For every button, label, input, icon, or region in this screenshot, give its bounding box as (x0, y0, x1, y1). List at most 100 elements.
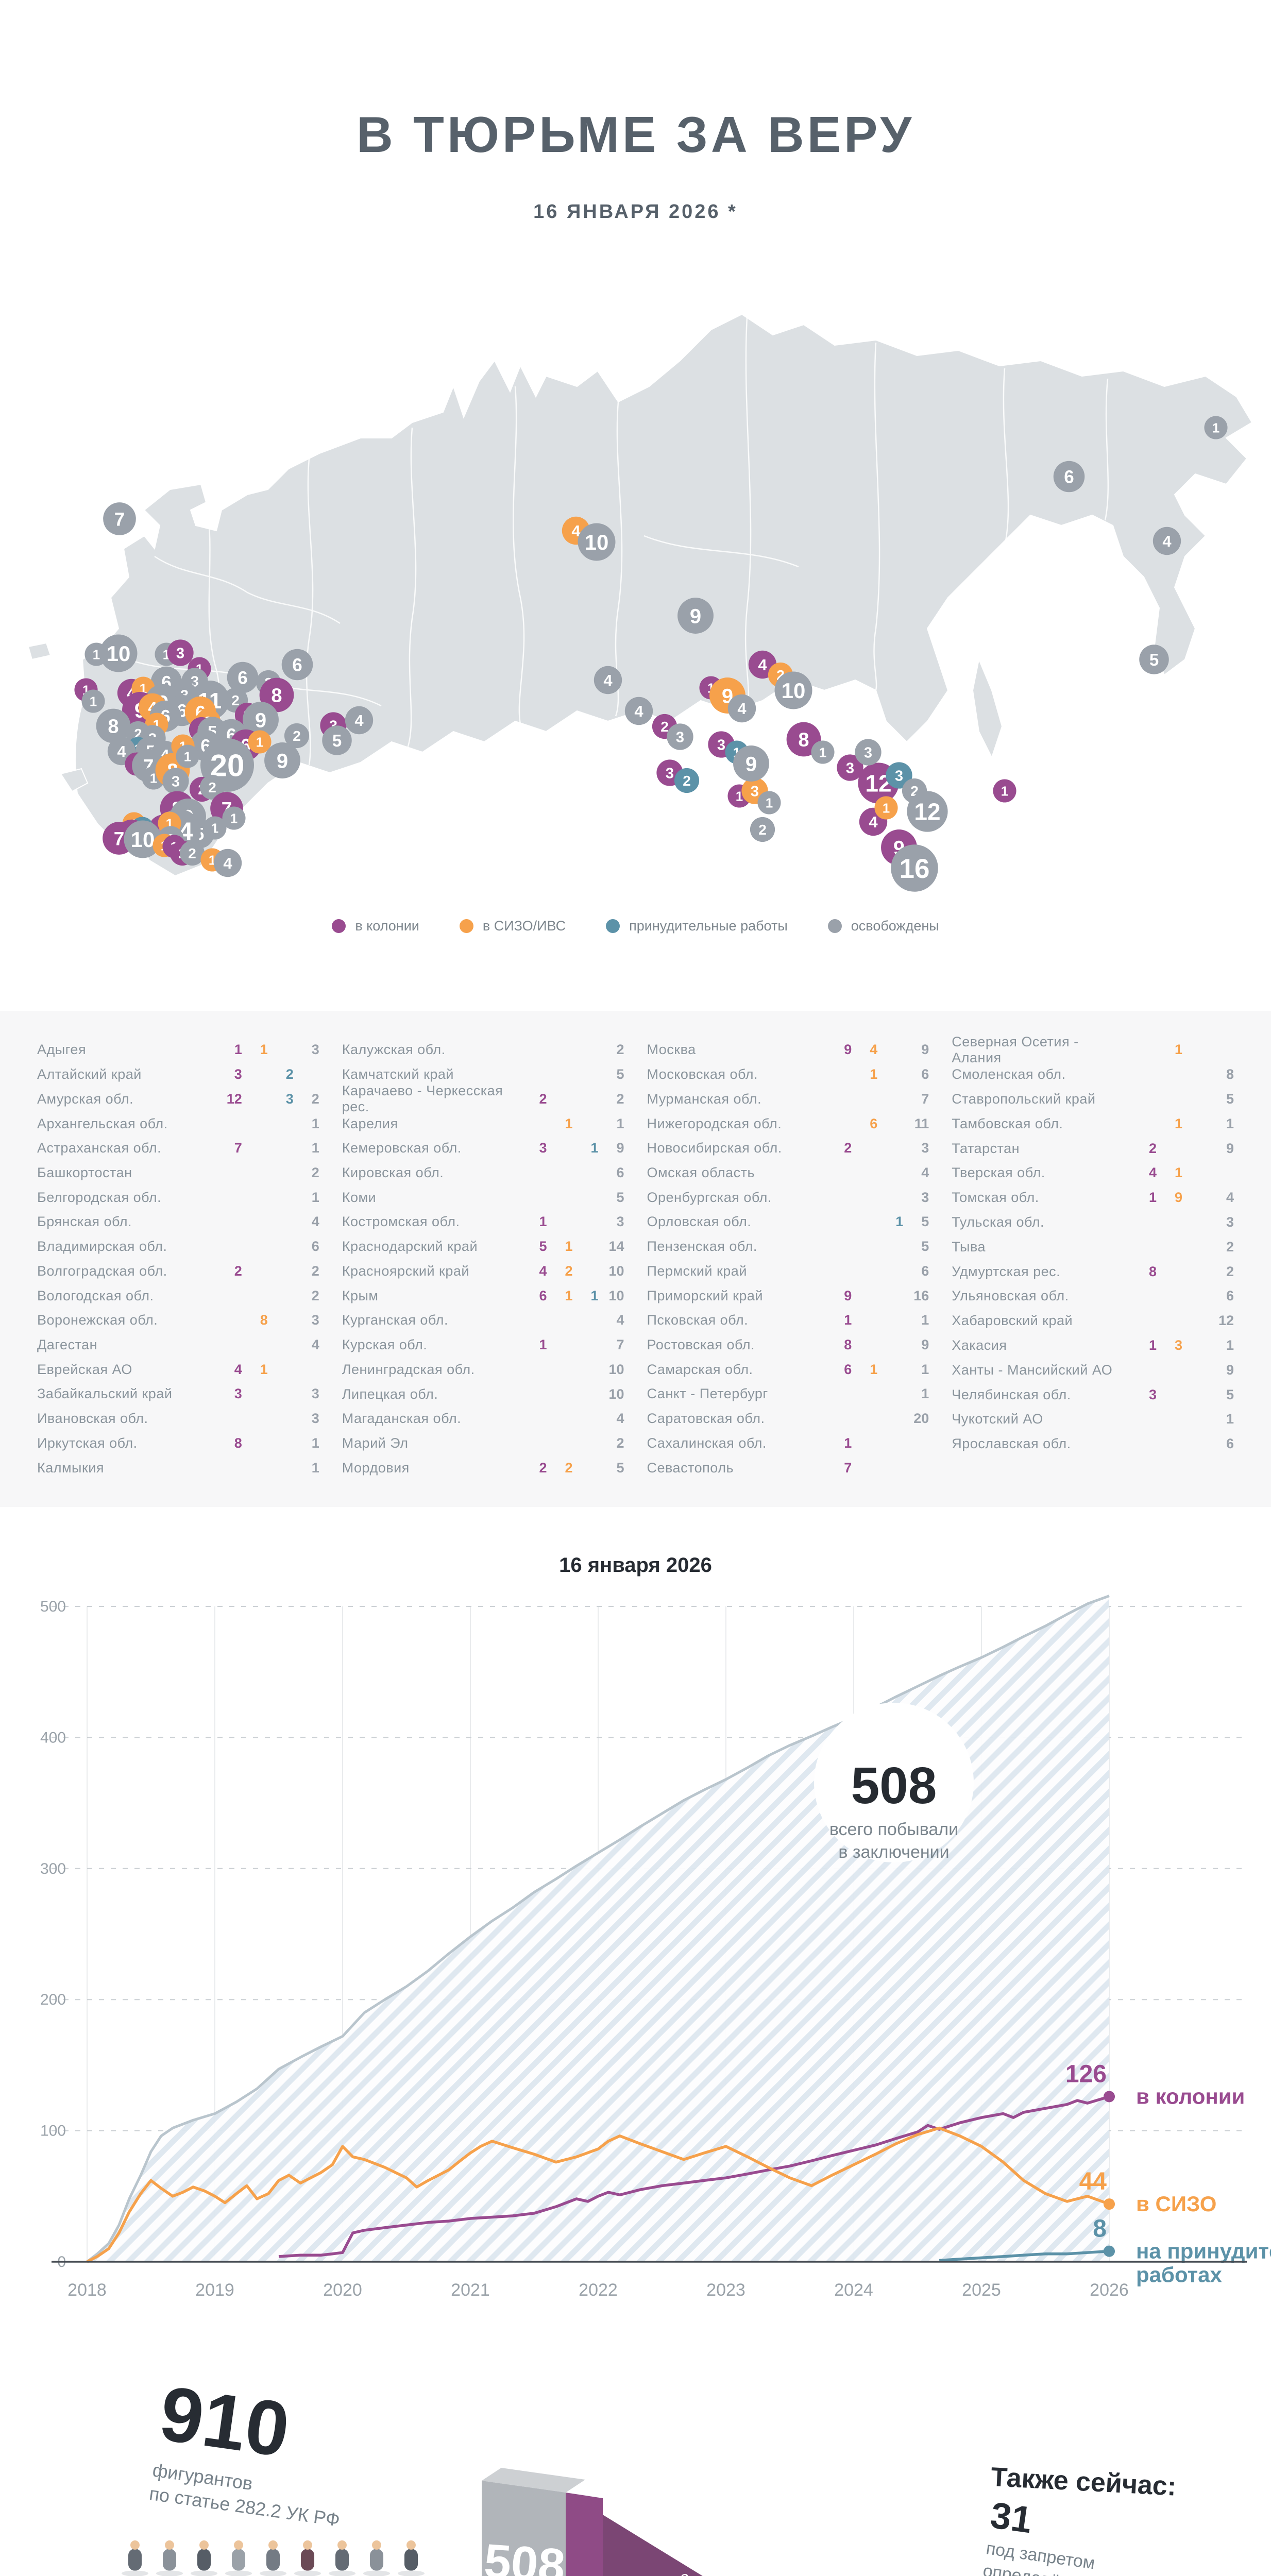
region-name: Адыгея (37, 1042, 87, 1058)
region-count-o: 1 (311, 1435, 319, 1451)
region-count-o: 5 (616, 1189, 624, 1205)
map-marker: 4 (213, 849, 242, 877)
region-name: Саратовская обл. (647, 1411, 765, 1427)
legend-label: принудительные работы (629, 918, 788, 934)
region-row: Еврейская АО 4 1 (37, 1357, 319, 1382)
svg-text:10: 10 (585, 530, 609, 554)
region-count-o: 6 (921, 1066, 929, 1082)
map-marker: 1 (248, 730, 272, 754)
region-count-k: 8 (1148, 1263, 1157, 1279)
region-count-o: 6 (1226, 1288, 1234, 1304)
region-count-k: 1 (844, 1435, 852, 1451)
map-marker: 4 (1153, 527, 1181, 555)
region-count-s: 1 (565, 1239, 573, 1255)
region-name: Хабаровский край (952, 1313, 1073, 1329)
legend-item-o: освобождены (827, 918, 939, 934)
region-count-s: 1 (870, 1361, 878, 1377)
region-row: Кемеровская обл. 3 1 9 (342, 1136, 624, 1161)
region-name: Ханты - Мансийский АО (952, 1362, 1113, 1378)
region-count-o: 2 (616, 1042, 624, 1058)
region-name: Хакасия (952, 1337, 1007, 1353)
svg-text:1: 1 (736, 788, 743, 804)
map-marker: 5 (1139, 645, 1169, 674)
person-figure (363, 2540, 391, 2576)
svg-text:10: 10 (107, 641, 131, 666)
svg-text:2019: 2019 (195, 2280, 234, 2300)
region-name: Камчатский край (342, 1066, 454, 1082)
svg-text:4: 4 (354, 711, 364, 730)
svg-text:2: 2 (683, 773, 691, 789)
region-row: Севастополь 7 (647, 1455, 929, 1480)
region-count-o: 4 (1226, 1190, 1234, 1206)
region-count-o: 6 (1226, 1436, 1234, 1452)
legend-label: освобождены (851, 918, 939, 934)
region-row: Владимирская обл. 6 (37, 1234, 319, 1259)
region-count-k: 1 (844, 1312, 852, 1328)
legend-label: в колонии (355, 918, 419, 934)
region-name: Тыва (952, 1239, 986, 1255)
svg-text:9: 9 (690, 605, 701, 628)
region-count-k: 2 (234, 1263, 242, 1279)
map-marker: 6 (227, 662, 259, 693)
map-marker: 2 (750, 817, 775, 842)
region-row: Калужская обл. 2 (342, 1038, 624, 1062)
region-count-o: 2 (311, 1091, 319, 1107)
region-name: Московская обл. (647, 1066, 758, 1082)
region-row: Тульская обл. 3 (952, 1210, 1234, 1235)
region-row: Приморский край 9 16 (647, 1283, 929, 1308)
region-name: Нижегородская обл. (647, 1115, 782, 1131)
region-count-o: 7 (616, 1337, 624, 1353)
map-marker: 1 (874, 796, 898, 820)
region-count-k: 2 (539, 1091, 547, 1107)
svg-text:1: 1 (819, 744, 826, 760)
svg-text:2: 2 (188, 845, 196, 861)
person-figure (294, 2540, 321, 2576)
region-row: Ханты - Мансийский АО 9 (952, 1358, 1234, 1382)
region-count-o: 9 (616, 1140, 624, 1156)
svg-text:4: 4 (603, 671, 613, 689)
svg-text:508: 508 (851, 1757, 937, 1815)
region-name: Новосибирская обл. (647, 1140, 782, 1156)
regions-column: Северная Осетия - Алания 1 Смоленская обл.… (952, 1034, 1234, 1480)
region-row: Краснодарский край 5 1 14 (342, 1234, 624, 1259)
svg-text:2: 2 (293, 728, 301, 744)
region-count-k: 6 (844, 1361, 852, 1377)
svg-text:1: 1 (184, 749, 191, 764)
region-row: Забайкальский край 3 3 (37, 1382, 319, 1406)
region-count-k: 7 (234, 1140, 242, 1156)
region-count-o: 4 (311, 1214, 319, 1230)
region-count-o: 2 (311, 1263, 319, 1279)
region-name: Ростовская обл. (647, 1336, 755, 1352)
region-row: Тыва 2 (952, 1234, 1234, 1259)
region-count-o: 3 (1226, 1214, 1234, 1230)
svg-text:4: 4 (117, 742, 126, 760)
region-row: Удмуртская рес. 8 2 (952, 1259, 1234, 1284)
svg-text:2021: 2021 (451, 2280, 490, 2300)
region-count-o: 1 (311, 1115, 319, 1131)
svg-text:8: 8 (108, 716, 118, 738)
region-row: Камчатский край 5 (342, 1062, 624, 1087)
region-count-k: 1 (539, 1337, 547, 1353)
region-count-p: 2 (285, 1066, 294, 1082)
svg-text:4: 4 (571, 522, 581, 540)
region-name: Псковская обл. (647, 1312, 749, 1328)
region-count-o: 12 (1218, 1313, 1234, 1329)
region-count-o: 10 (608, 1361, 624, 1377)
region-name: Санкт - Петербург (647, 1386, 768, 1402)
region-row: Мурманская обл. 7 (647, 1087, 929, 1111)
region-name: Краснодарский край (342, 1239, 478, 1255)
region-count-o: 1 (1226, 1115, 1234, 1131)
region-row: Тамбовская обл. 1 1 (952, 1111, 1234, 1136)
region-count-o: 2 (1226, 1263, 1234, 1279)
region-count-k: 1 (234, 1042, 242, 1058)
region-count-o: 3 (616, 1214, 624, 1230)
region-row: Татарстан 2 9 (952, 1136, 1234, 1161)
svg-text:1: 1 (1001, 783, 1008, 799)
region-row: Челябинская обл. 3 5 (952, 1382, 1234, 1407)
region-count-o: 6 (921, 1263, 929, 1279)
region-row: Красноярский край 4 2 10 (342, 1259, 624, 1284)
region-name: Самарская обл. (647, 1361, 753, 1377)
region-name: Приморский край (647, 1287, 764, 1303)
region-row: Хабаровский край 12 (952, 1309, 1234, 1333)
